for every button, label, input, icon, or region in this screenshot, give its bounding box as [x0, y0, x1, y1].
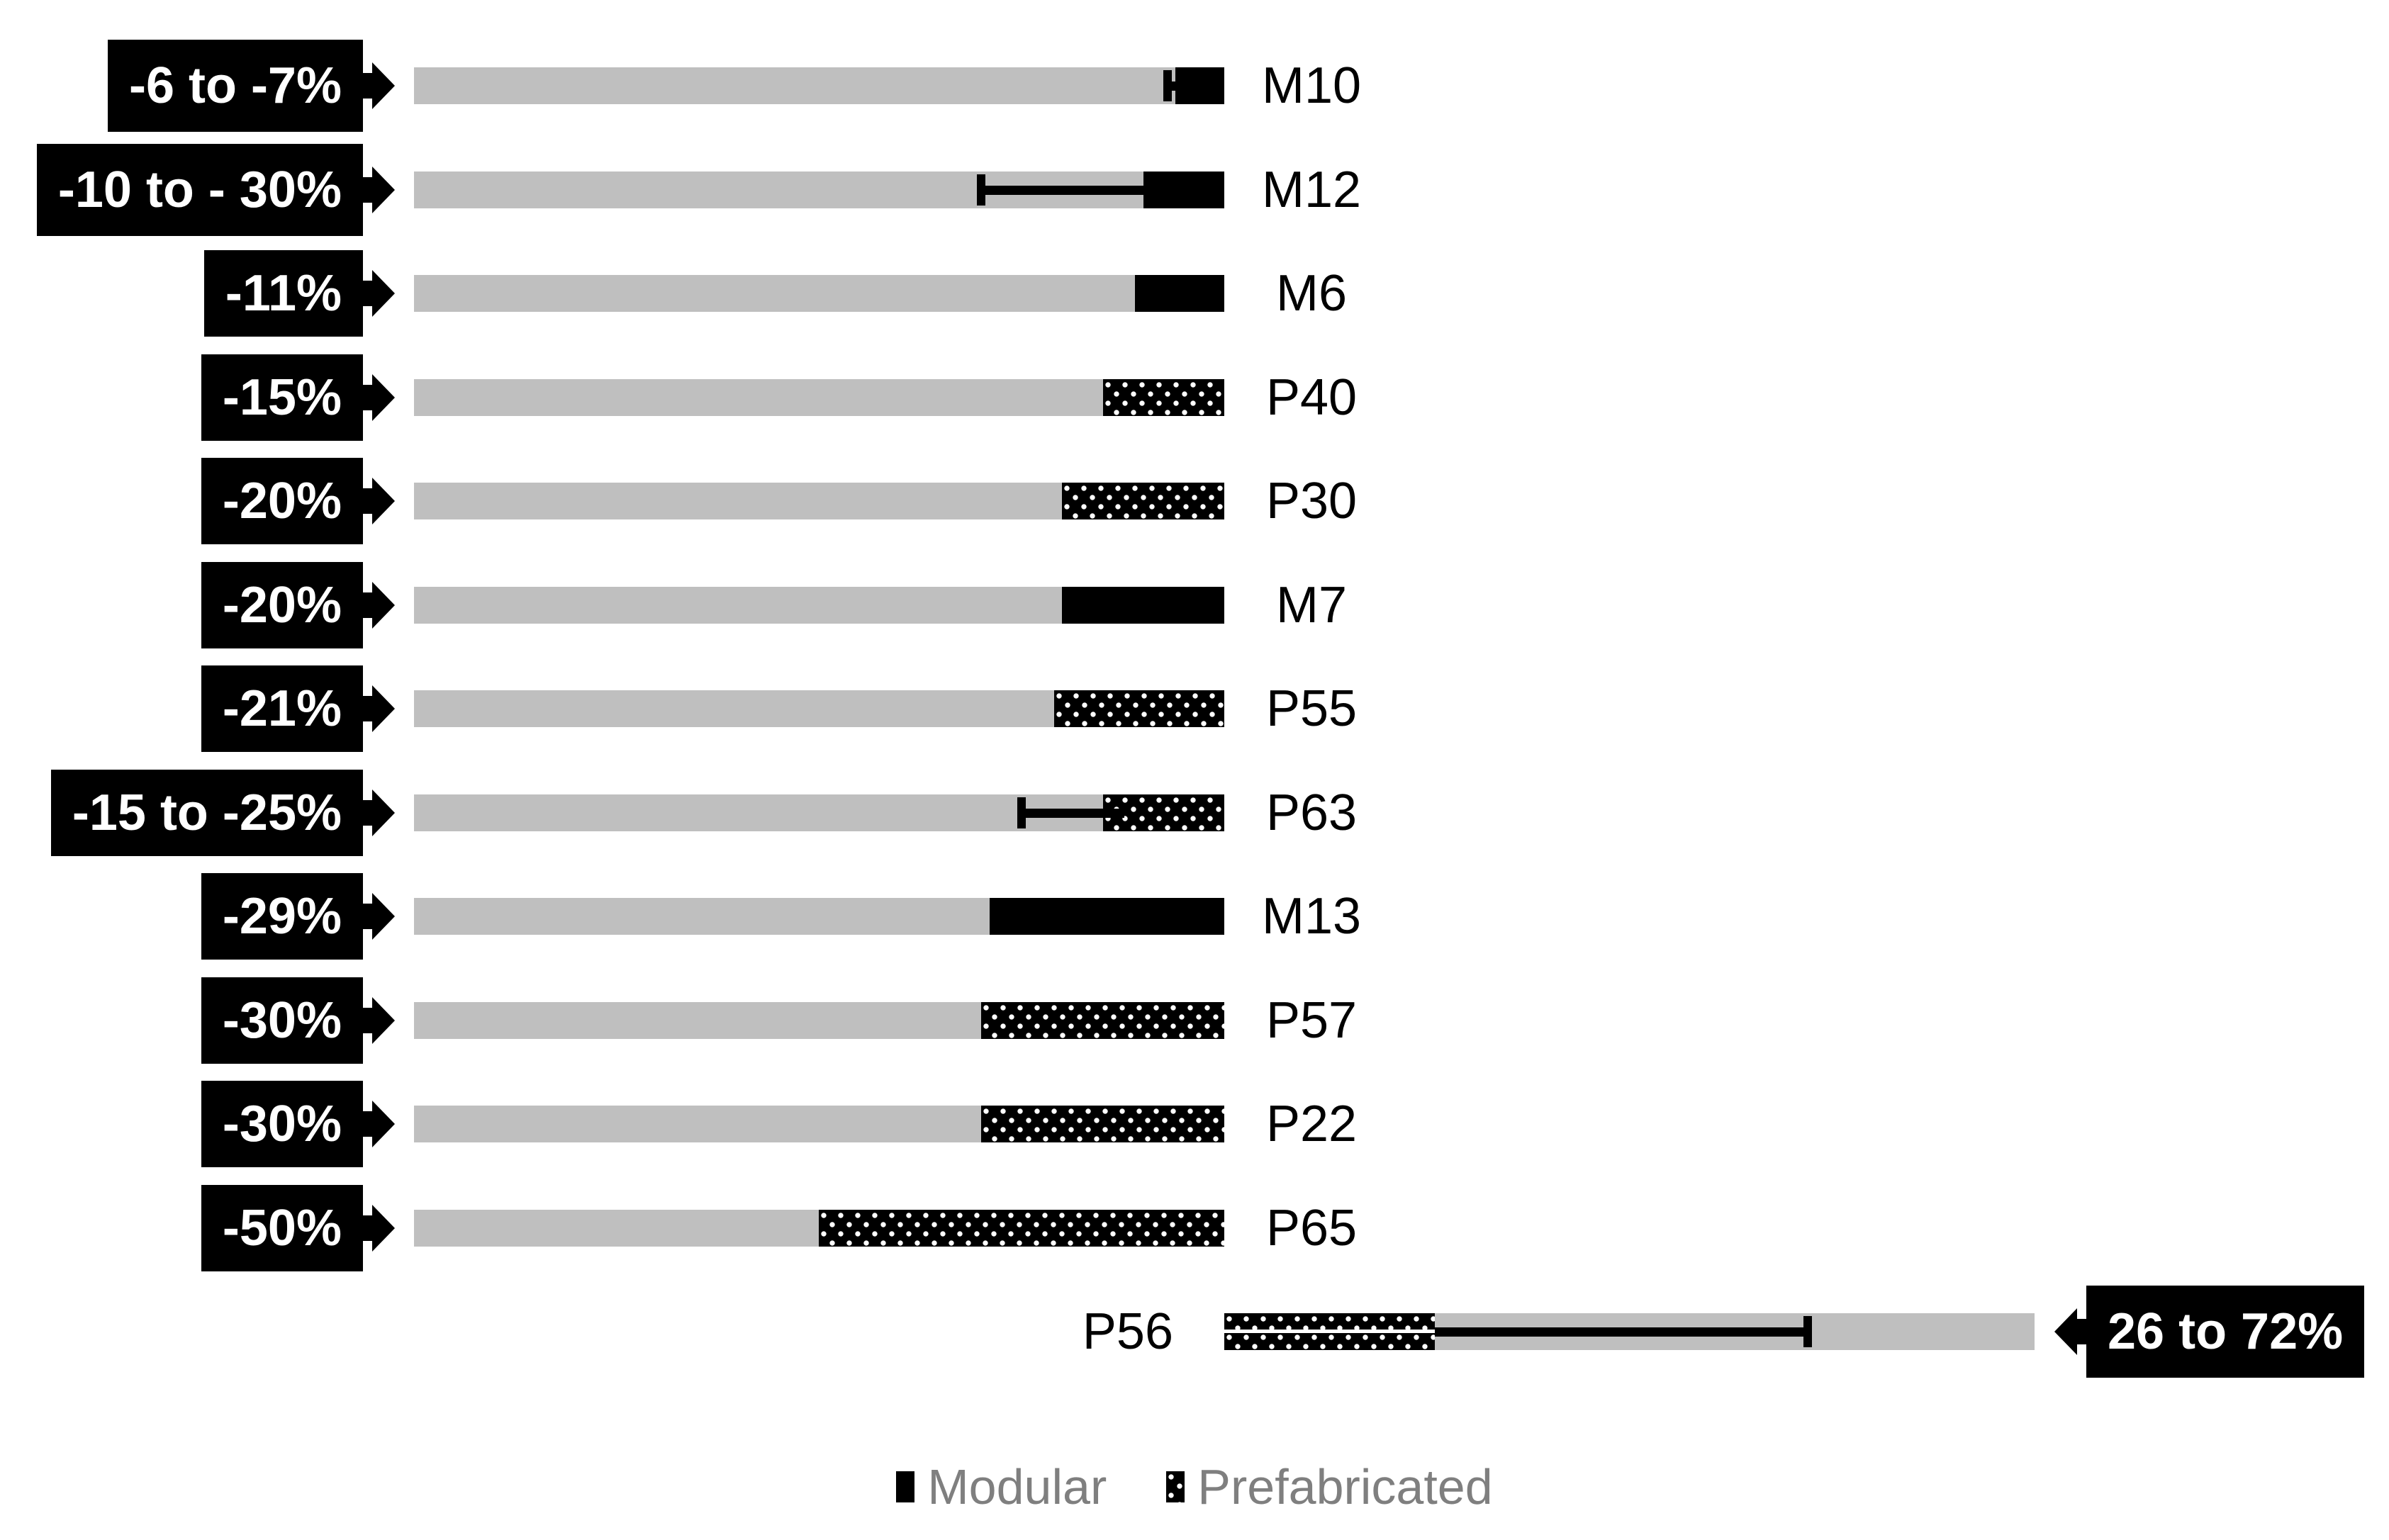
category-label: P55 — [1265, 680, 1358, 737]
callout-value: -15% — [201, 354, 363, 441]
value-callout: -20% — [201, 561, 396, 648]
callout-value: 26 to 72% — [2086, 1286, 2365, 1378]
error-bar-cap — [1017, 797, 1026, 828]
baseline-bar — [414, 898, 990, 935]
error-bar-line — [981, 185, 1165, 195]
category-label: M13 — [1261, 888, 1362, 945]
callout-value: -6 to -7% — [107, 40, 363, 132]
value-callout: 26 to 72% — [2051, 1286, 2365, 1378]
baseline-bar — [414, 1001, 981, 1039]
value-callout: -50% — [201, 1184, 396, 1271]
baseline-bar — [414, 483, 1062, 519]
value-callout: -21% — [201, 665, 396, 752]
callout-arrow-right-icon — [363, 1101, 395, 1147]
callout-arrow-left-icon — [2054, 1308, 2086, 1355]
callout-arrow-right-icon — [363, 478, 395, 524]
error-bar-cap — [1803, 1316, 1812, 1347]
value-callout: -10 to - 30% — [36, 143, 396, 236]
error-bar-line — [1435, 1327, 1808, 1337]
value-callout: -15% — [201, 354, 396, 441]
modular-segment — [1135, 275, 1224, 312]
callout-arrow-right-icon — [363, 581, 395, 629]
baseline-bar — [414, 586, 1062, 624]
category-label: P57 — [1265, 991, 1358, 1049]
category-label: P30 — [1265, 473, 1358, 529]
prefabricated-segment — [981, 1001, 1224, 1039]
baseline-bar — [414, 67, 1175, 104]
legend-item-modular: Modular — [896, 1458, 1107, 1515]
callout-value: -29% — [201, 873, 363, 960]
callout-value: -11% — [203, 250, 363, 337]
category-label: M12 — [1261, 161, 1362, 218]
baseline-bar — [414, 1106, 981, 1142]
prefabricated-segment — [1054, 690, 1224, 727]
modular-segment — [990, 898, 1224, 935]
category-label: P63 — [1265, 784, 1358, 841]
prefabricated-segment — [1062, 483, 1224, 519]
modular-segment — [1062, 586, 1224, 624]
category-label: P65 — [1265, 1199, 1358, 1257]
category-label: P56 — [1082, 1303, 1173, 1360]
prefabricated-swatch-icon — [1166, 1471, 1185, 1502]
callout-arrow-right-icon — [363, 789, 395, 836]
callout-value: -30% — [201, 977, 363, 1064]
category-label: M6 — [1275, 265, 1348, 322]
baseline-bar — [414, 794, 1103, 831]
value-callout: -29% — [201, 873, 396, 960]
prefabricated-segment — [1103, 378, 1224, 416]
pattern-divider-line — [1224, 1330, 1435, 1333]
error-bar-cap — [977, 174, 985, 206]
legend-label-modular: Modular — [927, 1459, 1107, 1514]
callout-value: -15 to -25% — [50, 769, 363, 856]
callout-arrow-right-icon — [363, 996, 395, 1044]
callout-arrow-right-icon — [363, 1204, 395, 1252]
category-label: M10 — [1261, 57, 1362, 114]
callout-arrow-right-icon — [363, 166, 395, 213]
callout-value: -50% — [201, 1184, 363, 1271]
callout-arrow-right-icon — [363, 373, 395, 421]
callout-arrow-right-icon — [363, 270, 395, 317]
value-callout: -30% — [201, 1081, 396, 1167]
legend-item-prefabricated: Prefabricated — [1166, 1458, 1493, 1515]
error-bar-cap — [1163, 70, 1172, 101]
category-label: P22 — [1265, 1096, 1358, 1152]
callout-value: -30% — [201, 1081, 363, 1167]
callout-value: -21% — [201, 665, 363, 752]
callout-arrow-right-icon — [363, 685, 395, 732]
error-bar-line — [1022, 808, 1124, 818]
callout-value: -20% — [201, 561, 363, 648]
modular-swatch-icon — [896, 1471, 915, 1502]
baseline-bar — [414, 1209, 819, 1247]
value-callout: -20% — [201, 458, 396, 544]
value-callout: -15 to -25% — [50, 769, 396, 856]
callout-arrow-right-icon — [363, 62, 395, 109]
prefabricated-segment — [981, 1106, 1224, 1142]
category-label: M7 — [1275, 576, 1348, 634]
category-label: P40 — [1265, 369, 1358, 426]
baseline-bar — [414, 378, 1103, 416]
prefabricated-segment — [819, 1209, 1224, 1247]
value-callout: -30% — [201, 977, 396, 1064]
error-bar-line — [1168, 82, 1197, 91]
callout-value: -10 to - 30% — [36, 143, 363, 236]
baseline-bar — [414, 690, 1054, 727]
baseline-bar — [414, 275, 1135, 312]
value-callout: -11% — [203, 250, 396, 337]
legend: Modular Prefabricated — [0, 1458, 2389, 1515]
callout-arrow-right-icon — [363, 893, 395, 940]
value-callout: -6 to -7% — [107, 40, 396, 132]
callout-value: -20% — [201, 458, 363, 544]
legend-label-prefabricated: Prefabricated — [1197, 1459, 1493, 1514]
